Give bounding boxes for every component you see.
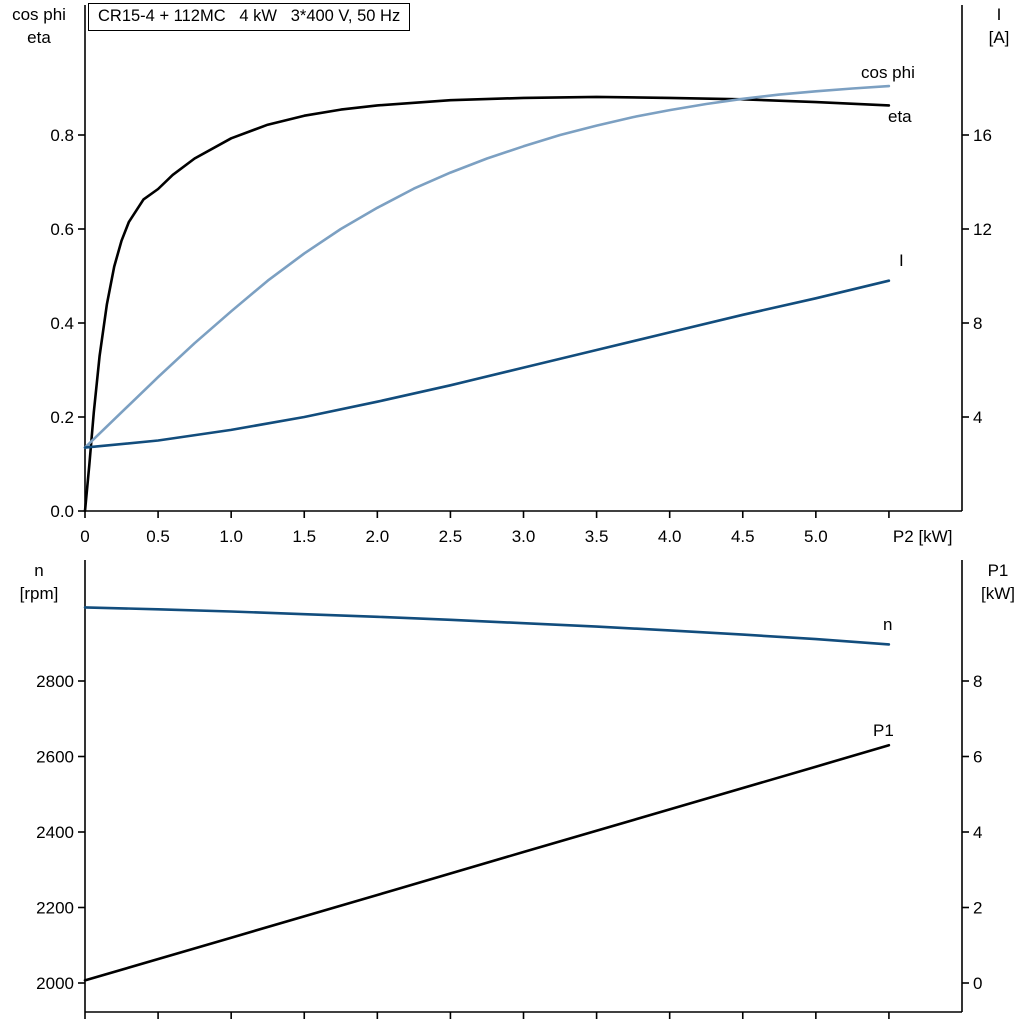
left-tick-label: 0.2 [50, 408, 74, 427]
top-chart-right-axis-title: I [A] [976, 3, 1022, 49]
right-tick-label: 8 [973, 672, 982, 691]
right-tick-label: 8 [973, 314, 982, 333]
curve-label-P1: P1 [873, 721, 894, 740]
curve-P1 [83, 743, 891, 982]
right-tick-label: 12 [973, 220, 992, 239]
right-axis-title-p1-unit: [kW] [981, 584, 1015, 603]
x-tick-label: 1.0 [219, 527, 243, 546]
left-tick-label: 0.6 [50, 220, 74, 239]
bottom-chart-left-axis-title: n [rpm] [4, 559, 74, 605]
x-tick-label: 0.5 [146, 527, 170, 546]
curve-cos-phi [83, 84, 891, 449]
right-axis-title-current: I [996, 5, 1002, 24]
right-axis-title-p1: P1 [987, 561, 1009, 580]
left-tick-label: 0.0 [50, 502, 74, 521]
left-tick-label: 2000 [36, 974, 74, 993]
left-axis-title-eta: eta [27, 28, 51, 47]
right-tick-label: 4 [973, 408, 982, 427]
curve-label-cos-phi: cos phi [861, 63, 915, 82]
left-tick-label: 2600 [36, 748, 74, 767]
x-tick-label: 3.5 [585, 527, 609, 546]
x-axis-title: P2 [kW] [893, 527, 953, 546]
left-tick-label: 0.8 [50, 126, 74, 145]
left-tick-label: 0.4 [50, 314, 74, 333]
curve-label-n: n [883, 615, 892, 634]
curve-n [83, 606, 891, 646]
right-tick-label: 2 [973, 899, 982, 918]
right-axis-title-current-unit: [A] [988, 28, 1010, 47]
right-tick-label: 16 [973, 126, 992, 145]
x-tick-label: 0 [80, 527, 89, 546]
curve-eta [83, 95, 891, 513]
x-tick-label: 2.5 [439, 527, 463, 546]
right-tick-label: 4 [973, 823, 982, 842]
x-tick-label: 4.5 [731, 527, 755, 546]
top-chart-left-axis-title: cos phi eta [4, 3, 74, 49]
right-tick-label: 0 [973, 974, 982, 993]
curve-label-eta: eta [888, 107, 912, 126]
x-tick-label: 3.0 [512, 527, 536, 546]
x-tick-label: 5.0 [804, 527, 828, 546]
chart-title-box: CR15-4 + 112MC 4 kW 3*400 V, 50 Hz [88, 3, 411, 31]
bottom-chart-right-axis-title: P1 [kW] [972, 559, 1024, 605]
x-tick-label: 4.0 [658, 527, 682, 546]
left-axis-title-speed-unit: [rpm] [19, 584, 59, 603]
left-axis-title-speed: n [34, 561, 44, 580]
left-tick-label: 2800 [36, 672, 74, 691]
left-tick-label: 2200 [36, 899, 74, 918]
x-tick-label: 1.5 [292, 527, 316, 546]
left-axis-title-cos-phi: cos phi [12, 5, 66, 24]
left-tick-label: 2400 [36, 823, 74, 842]
curve-label-I: I [899, 251, 904, 270]
right-tick-label: 6 [973, 748, 982, 767]
curve-I [83, 279, 891, 449]
x-tick-label: 2.0 [366, 527, 390, 546]
